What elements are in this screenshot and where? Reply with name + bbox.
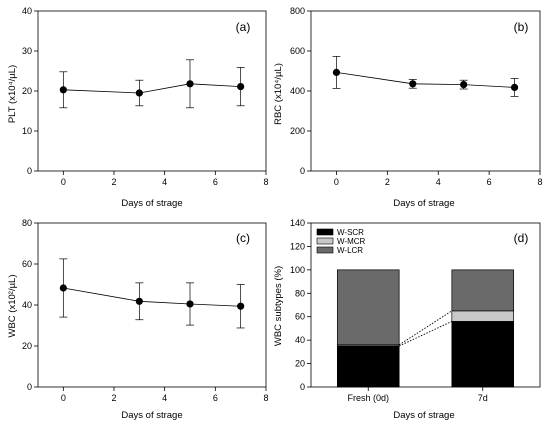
panel-d-legend-label-2: W-LCR [337,246,363,255]
panel-d-connector-1 [398,310,453,346]
panel-b-ytick-label-1: 200 [290,126,305,136]
panel-b-series-line [336,72,515,88]
panel-d-bar-w-scr-0 [336,345,400,388]
panel-d-ytick-label-0: 0 [300,382,305,392]
panel-b-ytick-label-2: 400 [290,86,305,96]
panel-b-point-3 [510,83,519,91]
panel-d-frame [310,222,541,388]
chart-panel-d: WBC subtypes (%) Days of strage (d) 0 20 4… [273,218,541,421]
panel-b-ytick-label-4: 800 [290,6,305,16]
panel-c-xtick-label-4: 8 [263,393,268,403]
panel-c-xtick-label-0: 0 [61,393,66,403]
panel-c-tag: (c) [236,231,250,245]
panel-b-ytick-label-0: 0 [300,166,305,176]
panel-d-ylabel: WBC subtypes (%) [273,266,284,346]
panel-b-ytick-label-3: 600 [290,46,305,56]
panel-b-point-1 [409,80,417,88]
panel-d-bar-w-scr-1 [451,321,515,388]
panel-c-ytick-label-0: 0 [27,382,32,392]
panel-c-ytick-label-2: 40 [22,300,32,310]
panel-a-ytick-label-0: 0 [27,166,32,176]
panel-a-series-line [63,83,241,94]
panel-b-point-0 [332,68,341,76]
panel-c-xtick-label-3: 6 [213,393,218,403]
panel-a-ylabel: PLT (x10⁴/µL) [7,65,18,123]
panel-d-bar-w-mcr-1 [451,310,515,322]
panel-a-xtick-label-3: 6 [213,177,218,187]
panel-d-ytick-label-2: 40 [295,335,305,345]
panel-a-ytick-label-4: 40 [22,6,32,16]
panel-b-point-2 [460,81,468,89]
panel-a-point-2 [186,80,194,88]
panel-c-ylabel: WBC (x10²/µL) [7,274,18,337]
chart-panel-b: RBC (x10⁴/µL) Days of strage (b) 0 200 400… [273,6,543,209]
panel-d-ytick-label-6: 120 [290,241,305,251]
panel-b-xtick-label-0: 0 [334,177,339,187]
panel-d-connector-0 [398,320,453,347]
panel-c-point-1 [135,297,143,305]
panel-d-legend-label-0: W-SCR [337,228,364,237]
panel-c-frame [37,222,267,388]
panel-a-ytick-label-2: 20 [22,86,32,96]
panel-d-legend-swatch-2 [316,246,334,254]
chart-panel-c: WBC (x10²/µL) Days of strage (c) 0204060… [7,218,269,421]
panel-d-ytick-label-4: 80 [295,288,305,298]
panel-b-xtick-label-3: 6 [487,177,492,187]
panel-a-point-1 [135,89,143,97]
panel-a-xtick-label-2: 4 [162,177,167,187]
panel-d-xtick-label-1: 7d [478,393,488,403]
panel-b-xtick-label-4: 8 [537,177,542,187]
panel-b-frame [310,10,541,172]
panel-d-ytick-label-5: 100 [290,265,305,275]
panel-d-legend-swatch-0 [316,228,334,236]
panel-a-ytick-label-3: 30 [22,46,32,56]
panel-d-bar-w-lcr-1 [451,269,515,312]
panel-c-xtick-label-1: 2 [111,393,116,403]
panel-a-xtick-label-4: 8 [263,177,268,187]
panel-a-ytick-label-1: 10 [22,126,32,136]
panel-d-tag: (d) [514,231,529,245]
panel-c-ytick-label-4: 80 [22,218,32,228]
panel-d-ytick-label-1: 20 [295,359,305,369]
panel-d-bar-w-lcr-0 [336,269,400,346]
panel-c-point-0 [59,284,67,292]
panel-a-point-0 [59,86,67,94]
panel-d-legend-label-1: W-MCR [337,237,366,246]
panel-a-xlabel: Days of strage [121,198,182,209]
panel-d-xlabel: Days of strage [393,410,454,421]
panel-a-point-3 [237,83,245,91]
panel-c-xtick-label-2: 4 [162,393,167,403]
panel-c-xlabel: Days of strage [121,410,182,421]
panel-d-ytick-label-7: 140 [290,218,305,228]
panel-b-xtick-label-1: 2 [385,177,390,187]
panel-c-ytick-label-3: 60 [22,259,32,269]
panel-b-xlabel: Days of strage [393,198,454,209]
chart-panel-a: PLT (x10⁴/µL) Days of strage (a) 0102030… [7,6,269,209]
panel-a-xtick-label-0: 0 [61,177,66,187]
panel-c-point-2 [186,300,194,308]
panel-a-tag: (a) [236,20,251,34]
panel-a-xtick-label-1: 2 [111,177,116,187]
panel-c-series-line [63,287,241,307]
panel-c-point-3 [237,302,245,310]
panel-d-legend-swatch-1 [316,237,334,245]
panel-b-ylabel: RBC (x10⁴/µL) [273,63,284,125]
panel-b-tag: (b) [514,20,529,34]
panel-d-xtick-label-0: Fresh (0d) [347,393,389,403]
panel-b-xtick-label-2: 4 [436,177,441,187]
panel-d-ytick-label-3: 60 [295,312,305,322]
panel-c-ytick-label-1: 20 [22,341,32,351]
